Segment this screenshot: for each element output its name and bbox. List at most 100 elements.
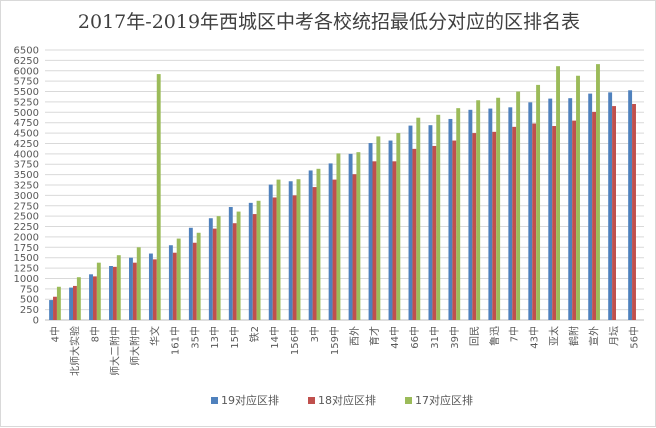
y-tick-label: 5000: [14, 108, 39, 119]
y-tick-label: 250: [20, 305, 39, 316]
y-tick-label: 2000: [14, 232, 39, 243]
bar: [112, 266, 117, 320]
x-category-label: 铁2: [248, 326, 261, 342]
x-category-label: 56中: [628, 326, 641, 349]
bar: [492, 131, 497, 320]
bar: [92, 276, 97, 320]
bar: [576, 75, 580, 320]
bar: [192, 242, 197, 320]
bar: [152, 259, 157, 320]
bar: [412, 148, 417, 320]
bar: [296, 179, 301, 320]
bar: [316, 168, 321, 320]
bar: [308, 170, 313, 320]
bar: [212, 228, 217, 320]
y-tick-label: 1000: [14, 274, 39, 285]
bar: [512, 126, 517, 320]
bar: [448, 118, 453, 320]
bar: [368, 143, 373, 320]
y-tick-label: 2250: [14, 222, 39, 233]
y-tick-label: 500: [20, 295, 39, 306]
x-category-label: 159中: [328, 326, 341, 355]
bar: [536, 84, 541, 321]
x-category-label: 4中: [48, 326, 61, 342]
y-tick-label: 1750: [14, 243, 39, 254]
x-category-label: 15中: [228, 326, 241, 349]
bar: [49, 300, 54, 320]
bar: [252, 214, 257, 320]
bar: [416, 117, 421, 320]
x-category-label: 华文: [148, 326, 161, 346]
bar: [256, 200, 261, 320]
bar: [328, 163, 333, 320]
y-tick-label: 4250: [14, 139, 39, 150]
bar: [132, 262, 137, 320]
bar: [116, 255, 121, 320]
bar: [376, 136, 381, 320]
x-category-label: 39中: [448, 326, 461, 349]
x-category-label: 13中: [208, 326, 221, 349]
bar: [548, 98, 553, 320]
y-tick-label: 3250: [14, 181, 39, 192]
y-tick-label: 5250: [14, 97, 39, 108]
bar: [336, 153, 341, 320]
bar: [352, 174, 357, 320]
bar: [156, 74, 161, 320]
bar: [552, 126, 557, 320]
y-tick-label: 6000: [14, 66, 39, 77]
x-category-label: 31中: [428, 326, 441, 349]
bar: [272, 197, 277, 320]
bar: [408, 125, 413, 320]
bar: [432, 145, 437, 320]
bar: [168, 245, 173, 320]
bar: [608, 92, 613, 320]
x-category-label: 161中: [168, 326, 181, 355]
x-category-label: 亚太: [548, 326, 561, 346]
bar: [96, 262, 101, 320]
bar: [388, 140, 393, 320]
bar: [276, 179, 281, 320]
bar: [628, 90, 633, 321]
x-category-label: 44中: [388, 326, 401, 349]
bar: [73, 285, 77, 320]
bar: [588, 93, 593, 320]
x-category-label: 师大二附中: [108, 326, 121, 376]
bar: [69, 287, 73, 320]
bar: [472, 133, 477, 320]
bars: [49, 64, 636, 321]
bar: [172, 252, 177, 320]
bar: [556, 66, 560, 320]
bar: [89, 274, 93, 320]
bar: [488, 108, 493, 320]
y-tick-label: 5500: [14, 87, 39, 98]
bar: [348, 153, 353, 320]
bar: [236, 211, 241, 320]
legend-swatch: [211, 397, 218, 404]
x-category-label: 月坛: [609, 326, 621, 346]
bar: [372, 161, 377, 320]
bar: [176, 238, 181, 320]
bar: [476, 100, 481, 320]
chart-title: 2017年-2019年西城区中考各校统招最低分对应的区排名表: [77, 11, 581, 33]
bar: [592, 111, 597, 321]
x-category-label: 43中: [528, 326, 541, 349]
bar: [568, 98, 573, 320]
y-tick-label: 6250: [14, 56, 39, 67]
bar: [129, 257, 133, 320]
y-tick-label: 4750: [14, 118, 39, 129]
bar: [572, 120, 577, 320]
y-axis-ticks: 0250500750100012501500175020002250250027…: [14, 46, 39, 327]
y-tick-label: 4000: [14, 149, 39, 160]
bar: [228, 207, 233, 320]
bar: [468, 109, 473, 320]
bar: [632, 104, 636, 320]
bar: [196, 232, 201, 320]
bar: [436, 114, 441, 320]
bar: [508, 107, 513, 320]
legend-swatch: [308, 397, 315, 404]
x-category-label: 35中: [188, 326, 201, 349]
bar: [208, 218, 213, 320]
x-category-label: 回民: [469, 326, 481, 346]
bar: [516, 91, 521, 321]
